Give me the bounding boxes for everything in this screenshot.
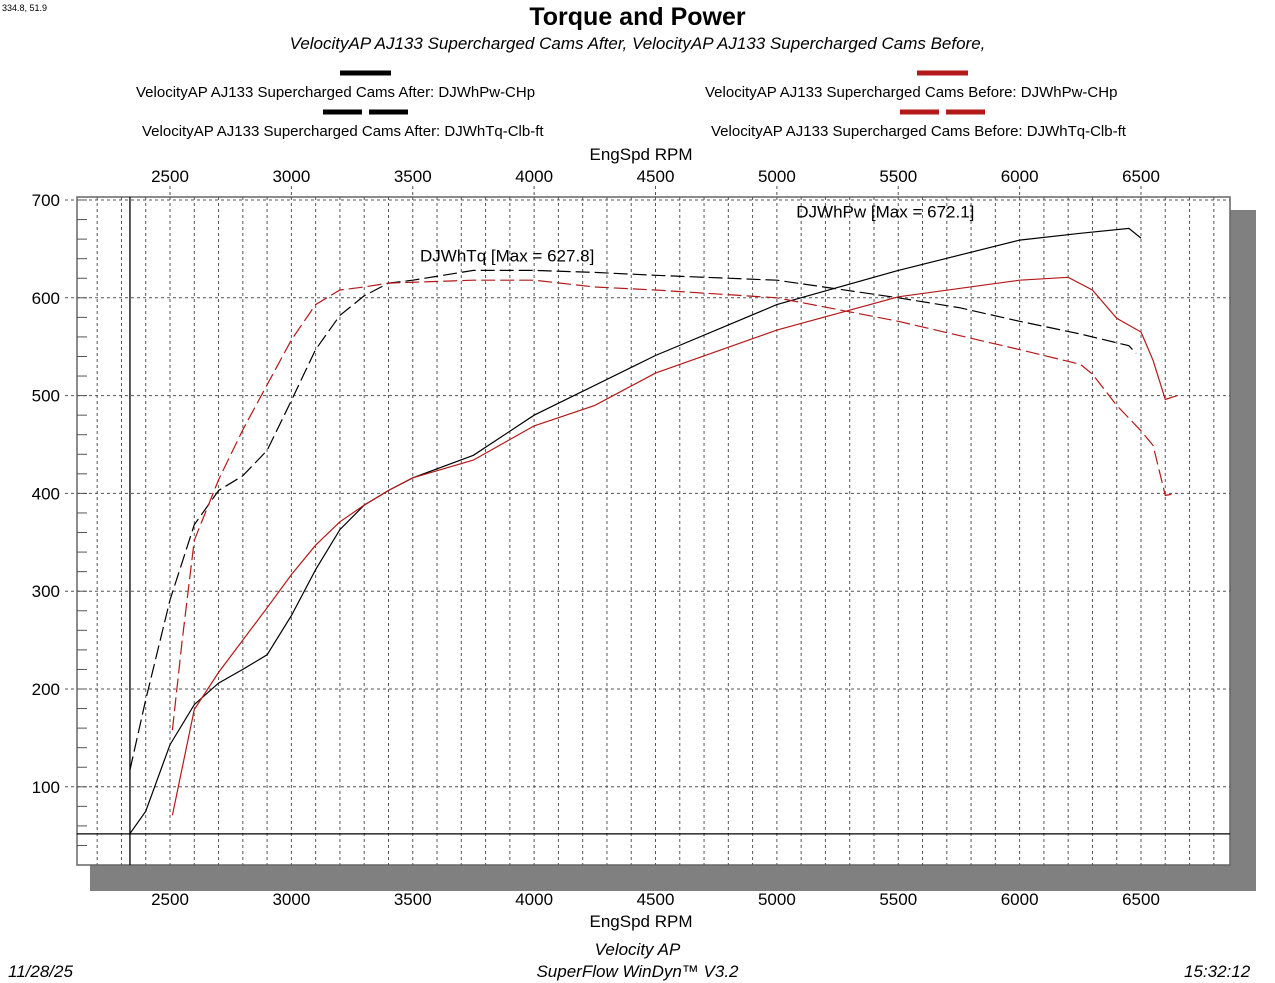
x-tick-label-bottom: 5500 [879, 890, 917, 909]
legend-label-before-power: VelocityAP AJ133 Supercharged Cams Befor… [705, 84, 1118, 101]
x-tick-label-bottom: 3500 [394, 890, 432, 909]
x-axis-label-top: EngSpd RPM [590, 145, 693, 164]
annotation-1: DJWhTq [Max = 627.8] [420, 247, 594, 266]
x-tick-label-bottom: 4000 [515, 890, 553, 909]
cursor-readout: 334.8, 51.9 [2, 3, 48, 13]
x-tick-label-top: 3000 [272, 167, 310, 186]
grid [65, 197, 1230, 865]
y-tick-label: 700 [32, 191, 60, 210]
x-tick-label-bottom: 6000 [1001, 890, 1039, 909]
series-line-1 [171, 276, 1178, 816]
x-tick-label-top: 6500 [1122, 167, 1160, 186]
x-tick-label-top: 2500 [151, 167, 189, 186]
y-tick-label: 600 [32, 289, 60, 308]
plot-shadow [76, 196, 1256, 891]
legend-swatches [323, 70, 985, 115]
x-tick-label-bottom: 5000 [758, 890, 796, 909]
x-tick-label-top: 5000 [758, 167, 796, 186]
y-tick-label: 100 [32, 778, 60, 797]
x-axis-label-bottom: EngSpd RPM [590, 912, 693, 931]
x-tick-label-top: 3500 [394, 167, 432, 186]
annotation-0: DJWhPw [Max = 672.1] [796, 203, 974, 222]
y-tick-label: 500 [32, 387, 60, 406]
chart-subtitle: VelocityAP AJ133 Supercharged Cams After… [289, 34, 986, 53]
x-tick-label-bottom: 4500 [637, 890, 675, 909]
legend-label-after-torque: VelocityAP AJ133 Supercharged Cams After… [142, 123, 544, 140]
y-tick-label: 300 [32, 582, 60, 601]
x-tick-label-bottom: 6500 [1122, 890, 1160, 909]
series-line-3 [171, 279, 1178, 731]
y-tick-label: 400 [32, 484, 60, 503]
footer-company: Velocity AP [594, 940, 681, 959]
x-tick-label-bottom: 3000 [272, 890, 310, 909]
legend-label-before-torque: VelocityAP AJ133 Supercharged Cams Befor… [711, 123, 1126, 140]
x-tick-label-top: 4000 [515, 167, 553, 186]
plot-area [76, 196, 1231, 866]
series [129, 227, 1178, 835]
x-tick-label-top: 6000 [1001, 167, 1039, 186]
x-tick-label-bottom: 2500 [151, 890, 189, 909]
footer-date: 11/28/25 [8, 962, 73, 981]
axes: 2500 2500 3000 3000 3500 3500 4000 4000 4500 4500… [32, 145, 1230, 931]
x-tick-label-top: 5500 [879, 167, 917, 186]
footer-time: 15:32:12 [1184, 962, 1251, 981]
x-tick-label-top: 4500 [637, 167, 675, 186]
footer-software: SuperFlow WinDyn™ V3.2 [536, 962, 739, 981]
series-line-2 [129, 269, 1137, 771]
chart-title: Torque and Power [529, 3, 746, 31]
annotations: DJWhPw [Max = 672.1] DJWhTq [Max = 627.8] [420, 203, 974, 266]
y-tick-label: 200 [32, 680, 60, 699]
legend-label-after-power: VelocityAP AJ133 Supercharged Cams After… [136, 84, 536, 101]
